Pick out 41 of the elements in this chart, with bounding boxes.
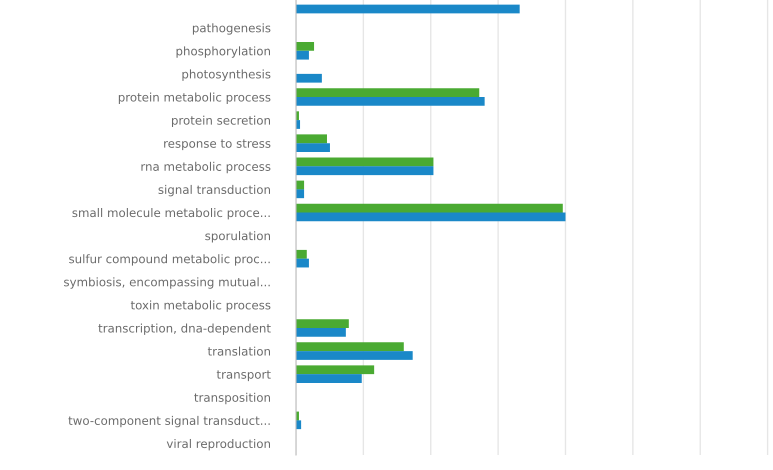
y-tick-label: protein secretion: [172, 116, 270, 128]
bar: [296, 204, 563, 212]
y-tick-label: viral reproduction: [166, 438, 270, 450]
bar: [296, 97, 485, 106]
bar: [296, 134, 327, 144]
y-tick-label: symbiosis, encompassing mutual...: [64, 277, 270, 289]
y-tick-label: translation: [208, 346, 270, 356]
y-tick-label: transport: [216, 370, 271, 382]
y-tick-label: transposition: [194, 392, 270, 404]
bar: [296, 374, 362, 383]
bar: [296, 212, 566, 222]
y-tick-label: small molecule metabolic proce...: [72, 208, 270, 220]
bar: [296, 180, 304, 190]
bar: [296, 88, 480, 98]
bar: [296, 319, 349, 328]
y-tick-label: pathogenesis: [192, 23, 270, 35]
bar: [296, 365, 374, 374]
bar: [296, 250, 307, 259]
y-tick-label: transcription, dna-dependent: [98, 323, 271, 335]
y-tick-label: photosynthesis: [182, 69, 270, 81]
bar: [296, 143, 330, 152]
y-tick-label: phosphorylation: [176, 46, 270, 58]
bar: [296, 328, 346, 337]
y-tick-label: signal transduction: [158, 184, 270, 196]
bar: [296, 342, 404, 352]
bar: [296, 42, 314, 51]
y-tick-label: sulfur compound metabolic proc...: [69, 254, 270, 266]
y-tick-label: rna metabolic process: [141, 162, 270, 174]
bar: [296, 4, 520, 14]
y-tick-label: response to stress: [164, 139, 270, 150]
bar: [296, 50, 309, 60]
y-tick-label: two-component signal transduct...: [68, 416, 270, 428]
y-tick-label: protein metabolic process: [118, 92, 270, 104]
bar: [296, 166, 434, 176]
bar: [296, 74, 322, 83]
bar: [296, 258, 309, 268]
y-tick-label: sporulation: [205, 231, 270, 243]
bar: [296, 351, 413, 360]
y-tick-label: toxin metabolic process: [130, 300, 270, 312]
bar: [296, 158, 434, 166]
bar: [296, 189, 304, 198]
